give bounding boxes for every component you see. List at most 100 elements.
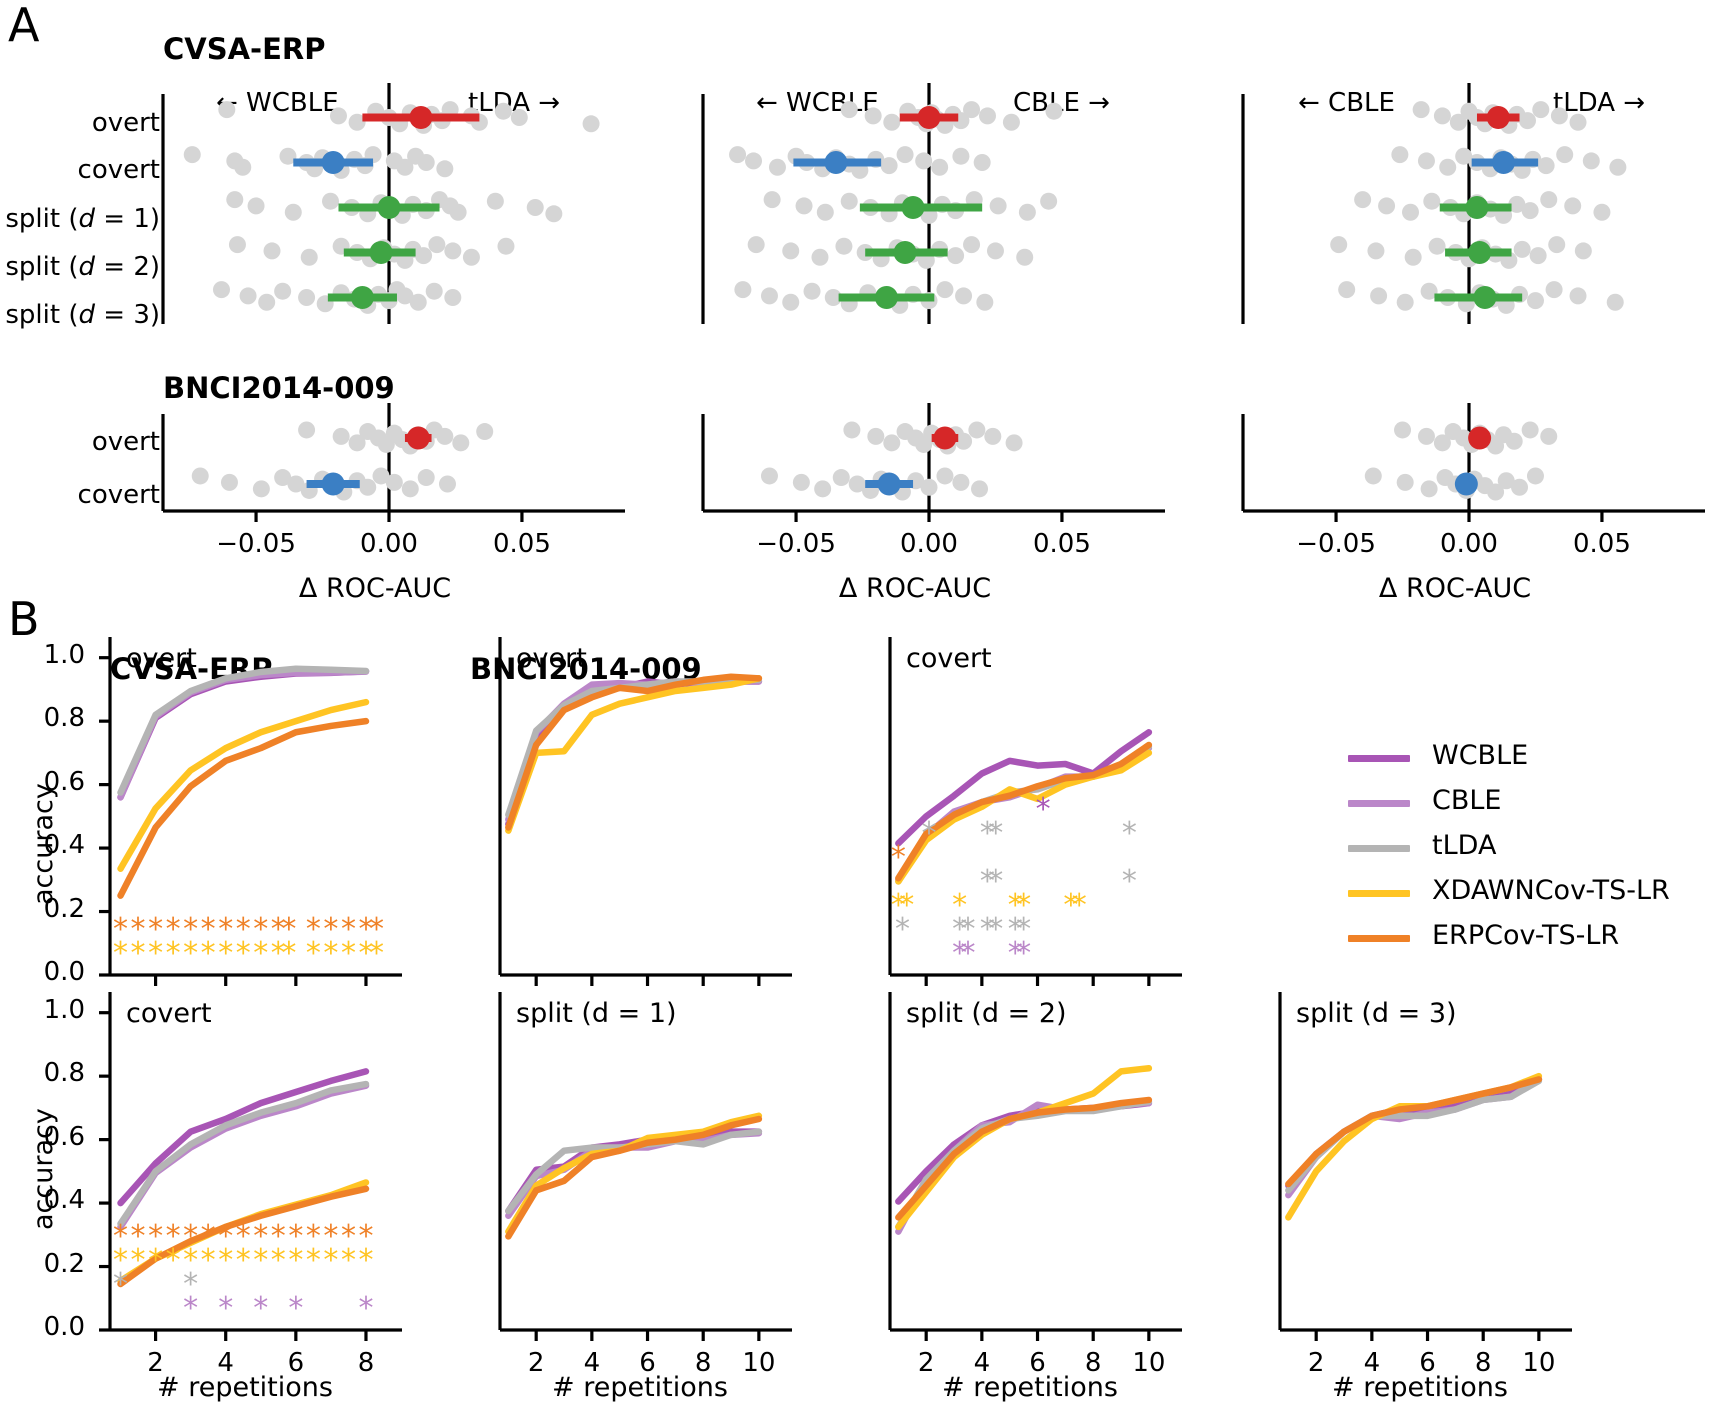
svg-text:*: * [369, 936, 384, 971]
svg-text:*: * [1036, 792, 1051, 827]
svg-text:*: * [891, 888, 906, 923]
row-label-overt-a2: overt [91, 427, 160, 457]
svg-text:*: * [369, 912, 384, 947]
direction-label-left-col2: ← WCBLE [756, 88, 879, 118]
legend-label-wcble: WCBLE [1432, 740, 1529, 771]
svg-text:*: * [1122, 864, 1137, 899]
panel-a-letter: A [8, 0, 40, 52]
svg-text:*: * [113, 1267, 128, 1302]
legend-swatch-cble [1348, 800, 1410, 807]
direction-label-right-col3: tLDA → [1553, 88, 1646, 118]
svg-text:*: * [183, 912, 198, 947]
svg-text:*: * [218, 1291, 233, 1326]
panel-a-title-cvsa: CVSA-ERP [163, 32, 326, 66]
legend-swatch-xdawncov [1348, 890, 1410, 897]
svg-text:*: * [1016, 936, 1031, 971]
legend-label-tlda: tLDA [1432, 830, 1497, 861]
svg-text:*: * [1016, 888, 1031, 923]
svg-text:*: * [218, 1219, 233, 1254]
svg-text:*: * [895, 912, 910, 947]
svg-text:*: * [131, 912, 146, 947]
panel-b-xlabel-c3: # repetitions [942, 1372, 1118, 1403]
svg-text:*: * [201, 936, 216, 971]
svg-text:*: * [952, 888, 967, 923]
svg-text:*: * [341, 912, 356, 947]
svg-text:*: * [281, 936, 296, 971]
legend-swatch-erpcov [1348, 935, 1410, 942]
svg-text:*: * [148, 912, 163, 947]
svg-text:*: * [183, 1219, 198, 1254]
svg-text:*: * [201, 1243, 216, 1278]
svg-text:*: * [218, 912, 233, 947]
svg-text:*: * [113, 1243, 128, 1278]
svg-text:*: * [1072, 888, 1087, 923]
svg-text:*: * [271, 1219, 286, 1254]
svg-text:*: * [236, 936, 251, 971]
svg-text:*: * [131, 1243, 146, 1278]
svg-text:*: * [253, 912, 268, 947]
svg-text:*: * [306, 1243, 321, 1278]
svg-text:*: * [218, 1243, 233, 1278]
svg-text:*: * [166, 912, 181, 947]
svg-text:*: * [323, 936, 338, 971]
svg-text:*: * [201, 912, 216, 947]
svg-text:*: * [253, 1219, 268, 1254]
svg-text:*: * [183, 1267, 198, 1302]
legend-label-xdawncov: XDAWNCov-TS-LR [1432, 875, 1670, 906]
svg-text:*: * [341, 1219, 356, 1254]
row-label-split2-a1: split (d = 2) [5, 252, 160, 282]
svg-text:*: * [988, 864, 1003, 899]
svg-text:*: * [288, 1291, 303, 1326]
svg-text:*: * [980, 864, 995, 899]
svg-text:*: * [183, 936, 198, 971]
svg-text:*: * [1063, 888, 1078, 923]
svg-text:*: * [988, 816, 1003, 851]
svg-text:*: * [980, 816, 995, 851]
panel-a-xlabel-col2: Δ ROC-AUC [838, 573, 992, 604]
svg-text:*: * [148, 936, 163, 971]
svg-text:*: * [281, 912, 296, 947]
svg-text:*: * [288, 1219, 303, 1254]
svg-text:*: * [253, 1291, 268, 1326]
svg-text:*: * [1008, 936, 1023, 971]
row-label-covert-a1: covert [77, 155, 160, 185]
svg-text:*: * [271, 936, 286, 971]
svg-text:*: * [341, 1243, 356, 1278]
svg-text:*: * [236, 1219, 251, 1254]
svg-text:*: * [271, 912, 286, 947]
row-label-overt-a1: overt [91, 108, 160, 138]
svg-text:*: * [306, 1219, 321, 1254]
panel-b-xlabel-c2: # repetitions [552, 1372, 728, 1403]
svg-text:*: * [358, 1219, 373, 1254]
svg-text:*: * [113, 912, 128, 947]
legend-swatch-wcble [1348, 755, 1410, 762]
svg-text:*: * [323, 1219, 338, 1254]
svg-text:*: * [988, 912, 1003, 947]
svg-text:*: * [358, 936, 373, 971]
svg-text:*: * [341, 936, 356, 971]
svg-text:*: * [1016, 912, 1031, 947]
svg-text:*: * [323, 1243, 338, 1278]
direction-label-left-col1: ← WCBLE [216, 88, 339, 118]
svg-text:*: * [201, 1219, 216, 1254]
svg-text:*: * [183, 1243, 198, 1278]
svg-text:*: * [148, 1243, 163, 1278]
panel-a-xlabel-col1: Δ ROC-AUC [298, 573, 452, 604]
legend-label-cble: CBLE [1432, 785, 1502, 816]
svg-text:*: * [148, 1219, 163, 1254]
row-label-split1-a1: split (d = 1) [5, 204, 160, 234]
svg-text:*: * [358, 912, 373, 947]
svg-text:*: * [921, 816, 936, 851]
svg-text:*: * [952, 936, 967, 971]
svg-text:*: * [166, 1243, 181, 1278]
svg-text:*: * [306, 912, 321, 947]
svg-text:*: * [253, 1243, 268, 1278]
svg-text:*: * [358, 1243, 373, 1278]
svg-text:*: * [166, 1219, 181, 1254]
svg-text:*: * [323, 912, 338, 947]
svg-text:*: * [899, 888, 914, 923]
svg-text:*: * [131, 936, 146, 971]
svg-text:*: * [891, 840, 906, 875]
